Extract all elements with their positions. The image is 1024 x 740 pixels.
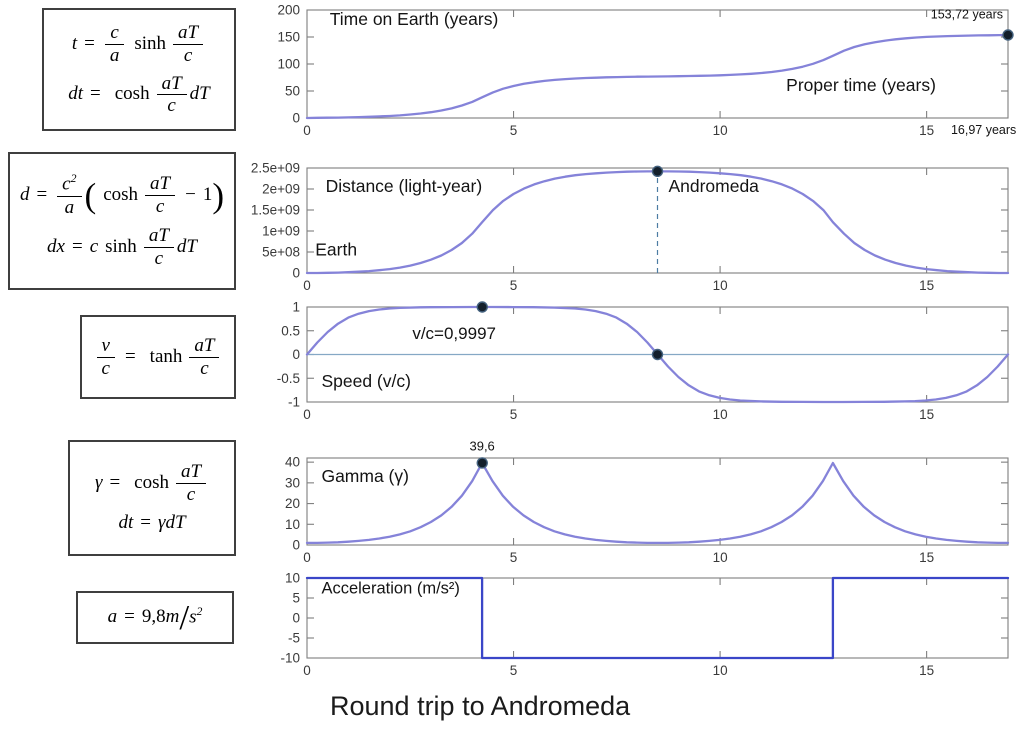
formula-line: t = c a sinh aT c [72, 22, 206, 66]
fraction: c2 a [57, 173, 82, 217]
annotation: Distance (light-year) [326, 176, 483, 196]
annotation: Acceleration (m/s²) [321, 580, 459, 598]
marker-dot [476, 301, 488, 313]
y-tick-label: 10 [285, 571, 300, 586]
x-tick-label: 10 [713, 278, 728, 293]
x-tick-label: 0 [303, 123, 311, 138]
x-axis-extra-label: 16,97 years [951, 123, 1016, 137]
y-tick-label: 2e+09 [262, 182, 300, 197]
y-tick-label: 100 [277, 57, 300, 72]
y-tick-label: 20 [285, 496, 300, 511]
figure-title: Round trip to Andromeda [330, 691, 631, 721]
formula-line: v c = tanh aT c [94, 335, 223, 379]
formula-line: dx = c sinh aT c dT [47, 224, 197, 269]
formula-box-earth-time: t = c a sinh aT c dt = cosh aT c dT [42, 8, 236, 131]
axis-frame [306, 457, 1009, 546]
annotation: 153,72 years [931, 8, 1003, 22]
x-tick-label: 10 [713, 123, 728, 138]
y-tick-label: 0.5 [281, 323, 300, 338]
annotation: 39,6 [469, 439, 494, 454]
x-tick-label: 15 [919, 550, 934, 565]
marker-dot [651, 348, 664, 361]
annotation: Andromeda [668, 176, 759, 196]
annotation: Time on Earth (years) [330, 9, 499, 29]
y-tick-label: 150 [277, 30, 300, 45]
x-tick-label: 5 [510, 407, 518, 422]
annotation: v/c=0,9997 [412, 324, 496, 343]
curve-speed [305, 305, 1010, 404]
y-tick-label: 1 [292, 300, 300, 315]
formula-line: dt = γ dT [118, 511, 186, 533]
plot-time-on-earth: 0 5 10 15 16,97 years 0 50 100 150 200 Time on Ear… [277, 3, 1016, 139]
y-tick-label: 5e+08 [262, 245, 300, 260]
marker-dot [651, 165, 664, 178]
y-tick-label: 1.5e+09 [251, 203, 300, 218]
y-tick-label: -10 [280, 651, 300, 666]
x-tick-label: 0 [303, 550, 311, 565]
plot-acceleration: 0 5 10 15 -10 -5 0 5 10 Acceleration (m/s²) [280, 571, 1010, 678]
y-tick-label: -0.5 [277, 371, 300, 386]
formula-line: dt = cosh aT c dT [68, 72, 210, 117]
y-tick-label: 40 [285, 455, 300, 470]
plot-distance: 0 5 10 15 0 5e+08 1e+09 1.5e+09 2e+09 2.5e+09 Dist… [251, 161, 1010, 293]
x-tick-label: 0 [303, 407, 311, 422]
formula-line: γ = cosh aT c [95, 462, 209, 505]
curve-gamma [305, 461, 1010, 545]
fraction: aT c [173, 22, 204, 66]
fraction: aT c [156, 73, 187, 117]
formula-box-gamma: γ = cosh aT c dt = γ dT [68, 440, 236, 556]
y-tick-label: 30 [285, 475, 300, 490]
y-tick-label: -1 [288, 395, 300, 410]
y-tick-label: 2.5e+09 [251, 161, 300, 176]
x-tick-label: 5 [510, 278, 518, 293]
y-tick-label: 0 [292, 611, 300, 626]
fraction: aT c [143, 225, 174, 269]
x-tick-label: 15 [919, 407, 934, 422]
y-tick-label: 1e+09 [262, 224, 300, 239]
formula-box-acceleration: a = 9,8 m / s2 [76, 591, 234, 644]
curve-acceleration [305, 576, 1010, 660]
formula-line: d = c2 a(cosh aT c −1) [19, 172, 225, 218]
curve-time-on-earth [305, 33, 1010, 120]
x-tick-label: 0 [303, 663, 311, 678]
y-tick-label: -5 [288, 631, 300, 646]
x-tick-label: 5 [510, 550, 518, 565]
formula-line: a = 9,8 m / s2 [107, 597, 203, 637]
annotation: Proper time (years) [786, 75, 936, 95]
plot-gamma: 0 5 10 15 0 10 20 30 40 Gamma (γ) 39,6 [285, 439, 1010, 565]
marker-dot [1002, 29, 1014, 41]
x-tick-label: 5 [510, 663, 518, 678]
x-tick-label: 15 [919, 123, 934, 138]
y-tick-label: 200 [277, 3, 300, 18]
x-tick-label: 10 [713, 407, 728, 422]
y-tick-label: 5 [292, 591, 300, 606]
annotation: Gamma (γ) [321, 466, 409, 486]
x-tick-label: 10 [713, 550, 728, 565]
x-tick-label: 10 [713, 663, 728, 678]
x-tick-label: 15 [919, 278, 934, 293]
formula-box-distance: d = c2 a(cosh aT c −1) dx = c sinh aT c dT [8, 152, 236, 290]
y-tick-label: 0 [292, 111, 300, 126]
y-tick-label: 10 [285, 517, 300, 532]
y-tick-label: 0 [292, 266, 300, 281]
x-tick-label: 0 [303, 278, 311, 293]
marker-dot [476, 457, 488, 469]
plot-speed: 0 5 10 15 -1 -0.5 0 0.5 1 v/c=0,9997 Speed (v/c) [277, 300, 1010, 422]
y-tick-label: 0 [292, 538, 300, 553]
annotation: Earth [315, 239, 357, 259]
x-tick-label: 5 [510, 123, 518, 138]
x-tick-label: 15 [919, 663, 934, 678]
y-tick-label: 0 [292, 347, 300, 362]
y-tick-label: 50 [285, 84, 300, 99]
formula-box-speed: v c = tanh aT c [80, 315, 236, 399]
annotation: Speed (v/c) [321, 371, 410, 391]
fraction: aT c [145, 174, 176, 217]
fraction: aT c [175, 462, 207, 505]
fraction: aT c [189, 335, 220, 379]
